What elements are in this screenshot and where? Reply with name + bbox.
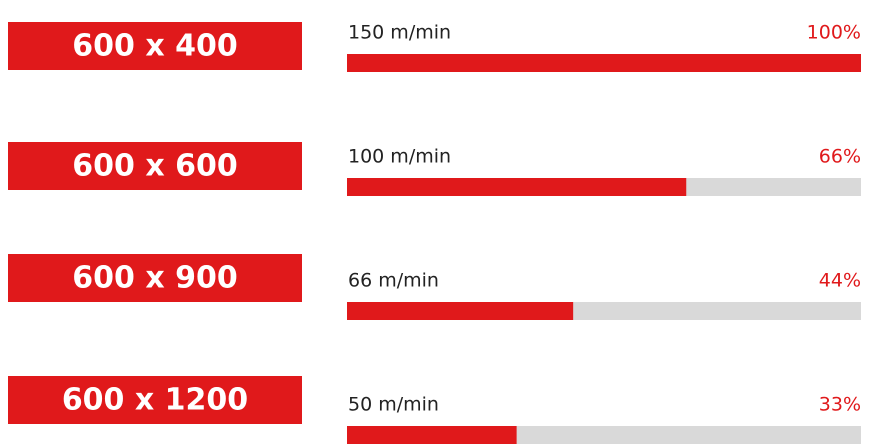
percent-label: 66% bbox=[819, 146, 861, 168]
size-label: 600 x 1200 bbox=[62, 383, 248, 418]
bar bbox=[347, 426, 517, 444]
bar bbox=[347, 178, 687, 196]
bar bbox=[347, 302, 574, 320]
size-box bbox=[8, 254, 302, 302]
percent-label: 44% bbox=[819, 270, 861, 292]
percent-label: 33% bbox=[819, 394, 861, 416]
size-box bbox=[8, 22, 302, 70]
size-box bbox=[8, 376, 302, 424]
speed-label: 100 m/min bbox=[348, 146, 451, 168]
speed-label: 50 m/min bbox=[348, 394, 439, 416]
percent-label: 100% bbox=[807, 22, 861, 44]
size-label: 600 x 400 bbox=[72, 29, 237, 64]
size-box bbox=[8, 142, 302, 190]
speed-label: 66 m/min bbox=[348, 270, 439, 292]
bar bbox=[347, 54, 861, 72]
speed-label: 150 m/min bbox=[348, 22, 451, 44]
size-label: 600 x 600 bbox=[72, 149, 237, 184]
size-label: 600 x 900 bbox=[72, 261, 237, 296]
